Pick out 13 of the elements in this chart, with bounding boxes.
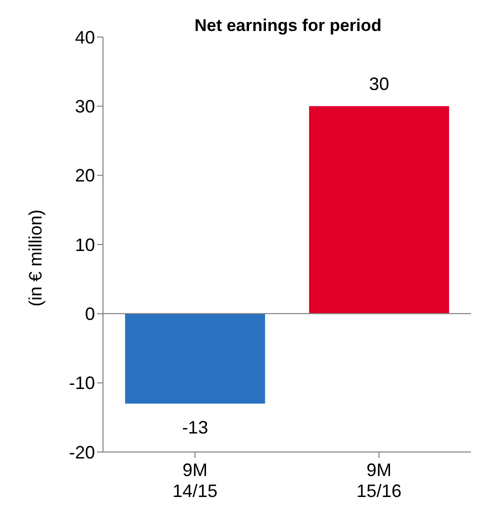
x-tick-label: 9M 15/16 <box>356 460 402 501</box>
y-tick-label: 40 <box>74 27 95 48</box>
y-tick-label: 30 <box>74 96 95 117</box>
data-label: 30 <box>369 74 390 94</box>
y-axis-title: (in € million) <box>26 209 46 307</box>
y-tick-label: 10 <box>74 234 95 255</box>
y-tick-label: 20 <box>74 166 95 186</box>
data-label: -13 <box>182 418 208 438</box>
y-tick-label: -20 <box>68 442 95 462</box>
y-tick-label: -10 <box>68 373 95 394</box>
chart-title: Net earnings for period <box>193 16 383 36</box>
y-tick-label: 0 <box>84 304 95 324</box>
x-tick-label: 9M 14/15 <box>172 460 218 501</box>
